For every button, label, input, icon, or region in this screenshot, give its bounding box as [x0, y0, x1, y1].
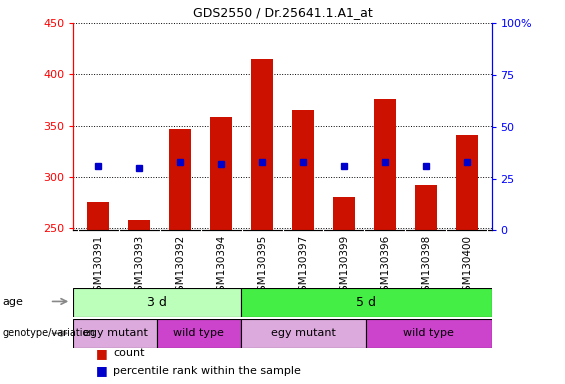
FancyBboxPatch shape: [241, 319, 366, 348]
Text: GSM130400: GSM130400: [462, 235, 472, 298]
FancyBboxPatch shape: [366, 319, 492, 348]
Text: count: count: [113, 348, 145, 358]
Bar: [251, 59, 273, 230]
Bar: [128, 220, 150, 230]
Text: 3 d: 3 d: [147, 296, 167, 309]
Text: GSM130398: GSM130398: [421, 235, 431, 298]
Text: GSM130393: GSM130393: [134, 235, 144, 298]
Text: egy mutant: egy mutant: [271, 328, 336, 338]
Bar: [456, 135, 478, 230]
FancyBboxPatch shape: [157, 319, 241, 348]
Text: GSM130397: GSM130397: [298, 235, 308, 298]
Bar: [210, 118, 232, 230]
Bar: [373, 99, 396, 230]
Text: ■: ■: [96, 364, 108, 377]
Bar: [292, 110, 314, 230]
FancyBboxPatch shape: [73, 288, 241, 317]
Bar: [87, 202, 109, 230]
Text: wild type: wild type: [173, 328, 224, 338]
Bar: [169, 129, 192, 230]
Text: GSM130396: GSM130396: [380, 235, 390, 298]
Text: egy mutant: egy mutant: [83, 328, 147, 338]
Text: age: age: [3, 297, 24, 307]
Text: GSM130391: GSM130391: [93, 235, 103, 298]
Text: GSM130399: GSM130399: [339, 235, 349, 298]
Bar: [333, 197, 355, 230]
Bar: [415, 185, 437, 230]
Text: genotype/variation: genotype/variation: [3, 328, 95, 338]
Text: GSM130394: GSM130394: [216, 235, 226, 298]
Text: 5 d: 5 d: [356, 296, 376, 309]
Text: GSM130395: GSM130395: [257, 235, 267, 298]
FancyBboxPatch shape: [73, 319, 157, 348]
Title: GDS2550 / Dr.25641.1.A1_at: GDS2550 / Dr.25641.1.A1_at: [193, 6, 372, 19]
Text: ■: ■: [96, 347, 108, 360]
FancyBboxPatch shape: [241, 288, 492, 317]
Text: GSM130392: GSM130392: [175, 235, 185, 298]
Text: percentile rank within the sample: percentile rank within the sample: [113, 366, 301, 376]
Text: wild type: wild type: [403, 328, 454, 338]
